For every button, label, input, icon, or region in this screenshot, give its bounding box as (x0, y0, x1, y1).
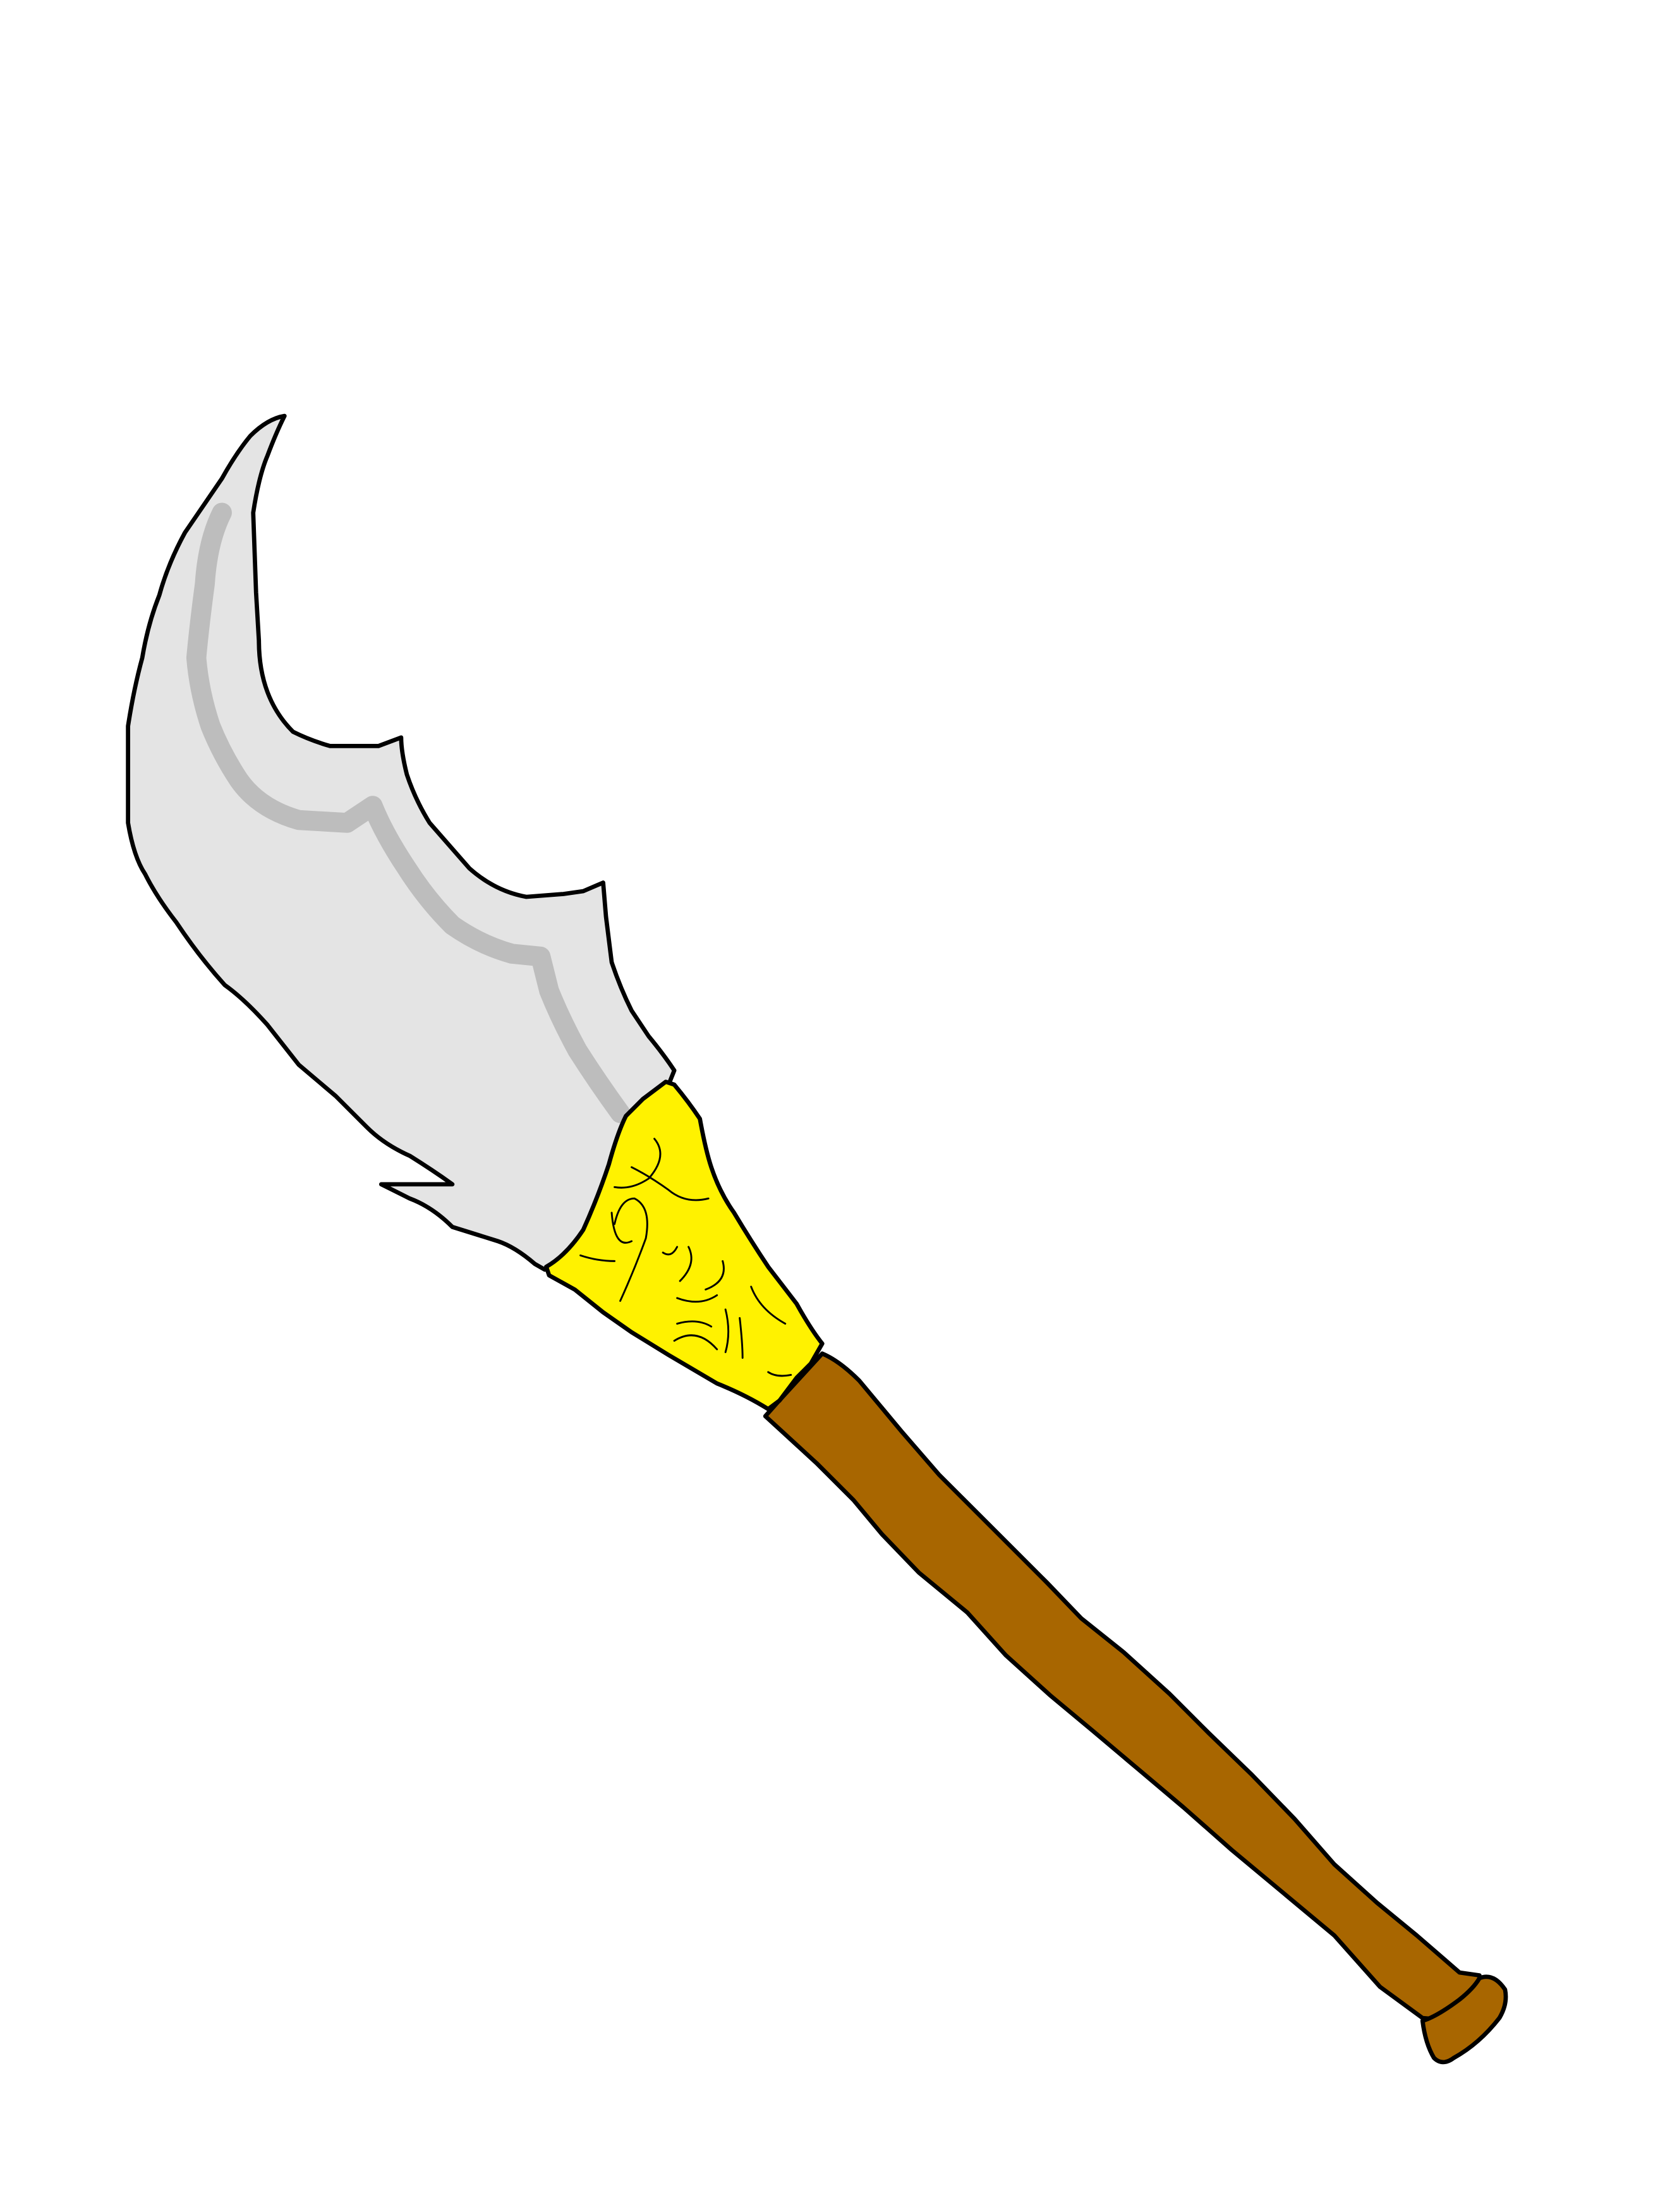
pommel (1420, 1974, 1508, 2065)
blade-shade (186, 502, 631, 1124)
handle (763, 1351, 1482, 2023)
grip-wrap (544, 1079, 825, 1411)
grip-scribbles (579, 1138, 792, 1377)
